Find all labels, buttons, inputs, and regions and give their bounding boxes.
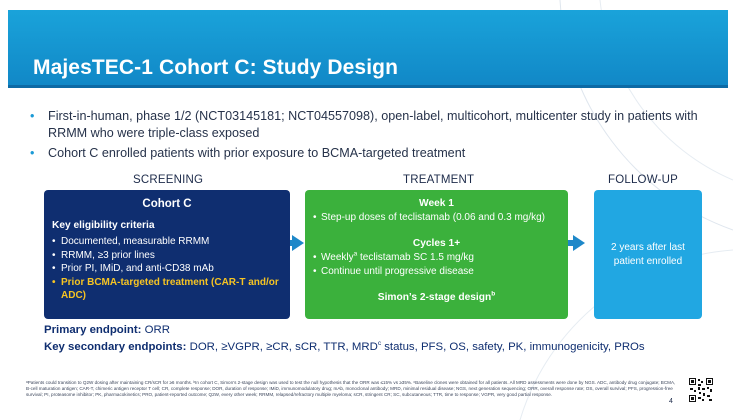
phase-heading-follow-up: FOLLOW-UP <box>608 174 678 186</box>
slide-title: MajesTEC-1 Cohort C: Study Design <box>33 56 398 79</box>
intro-bullet: • First-in-human, phase 1/2 (NCT03145181… <box>30 109 698 140</box>
qr-code-icon <box>688 377 714 403</box>
cycles-heading: Cycles 1+ <box>412 238 461 249</box>
screening-box: Cohort C Key eligibility criteria • Docum… <box>44 190 290 319</box>
eligibility-item: • Prior PI, IMiD, and anti-CD38 mAb <box>52 263 214 275</box>
eligibility-item: • Documented, measurable RRMM <box>52 236 210 247</box>
cohort-heading: Cohort C <box>142 198 192 210</box>
eligibility-item: • RRMM, ≥3 prior lines <box>52 249 155 261</box>
page-number: 4 <box>669 398 673 405</box>
bullet-dot-icon: • <box>30 109 35 123</box>
secondary-endpoints: Key secondary endpoints: DOR, ≥VGPR, ≥CR… <box>44 340 645 353</box>
phase-heading-treatment: TREATMENT <box>403 174 475 186</box>
treatment-box: Week 1 • Step-up doses of teclistamab (0.… <box>305 190 568 319</box>
title-bar: MajesTEC-1 Cohort C: Study Design <box>8 10 728 88</box>
phase-heading-screening: SCREENING <box>133 174 204 186</box>
footnote: ᵃPatients could transition to Q2W dosing… <box>26 380 676 398</box>
arrow-right-icon <box>292 235 304 251</box>
arrow-right-icon <box>573 235 585 251</box>
cycles-item: • Weeklya teclistamab SC 1.5 mg/kg <box>313 250 474 263</box>
eligibility-heading: Key eligibility criteria <box>52 220 155 231</box>
design-label: Simon’s 2-stage designb <box>377 290 496 303</box>
follow-up-box: 2 years after last patient enrolled <box>594 190 702 319</box>
primary-endpoint: Primary endpoint: ORR <box>44 324 170 336</box>
intro-bullet: • Cohort C enrolled patients with prior … <box>30 146 466 160</box>
week-heading: Week 1 <box>419 198 454 209</box>
follow-up-text: 2 years after last patient enrolled <box>611 242 685 267</box>
bullet-dot-icon: • <box>30 146 35 160</box>
arrow-shaft <box>568 240 575 246</box>
eligibility-item-highlight: • Prior BCMA-targeted treatment (CAR-T an… <box>52 276 279 302</box>
week-list: • Step-up doses of teclistamab (0.06 and … <box>313 211 565 225</box>
cycles-item: • Continue until progressive disease <box>313 265 474 277</box>
week-item: • Step-up doses of teclistamab (0.06 and … <box>313 212 546 223</box>
eligibility-list: • Documented, measurable RRMM • RRMM, ≥3 p… <box>52 235 284 303</box>
cycles-list: • Weeklya teclistamab SC 1.5 mg/kg • Conti… <box>313 251 565 278</box>
intro-bullet-list: • First-in-human, phase 1/2 (NCT03145181… <box>30 108 720 165</box>
